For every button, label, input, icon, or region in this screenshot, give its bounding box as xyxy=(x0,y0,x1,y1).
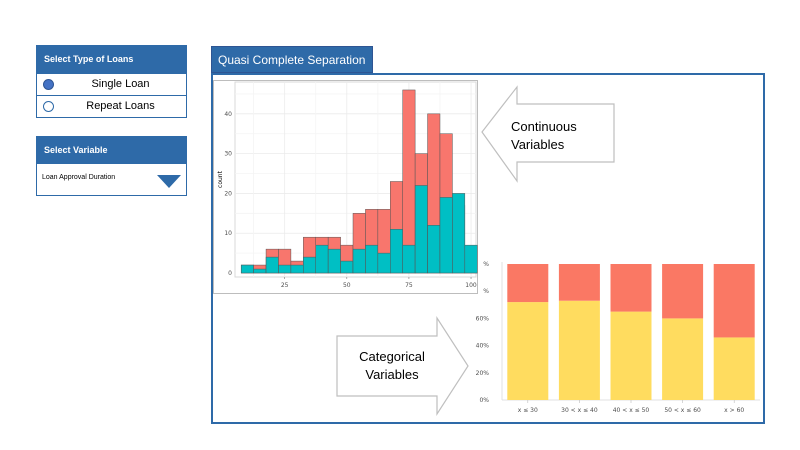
histogram-bar-teal xyxy=(278,264,292,274)
histogram-bar-teal xyxy=(377,252,391,274)
variable-panel: Select Variable Loan Approval Duration xyxy=(36,136,187,196)
categorical-callout-text: Categorical Variables xyxy=(357,348,427,384)
histogram-bar-teal xyxy=(439,197,453,274)
continuous-callout-line1: Continuous xyxy=(511,119,577,134)
tab-quasi-complete-separation[interactable]: Quasi Complete Separation xyxy=(211,46,373,73)
continuous-callout-text: Continuous Variables xyxy=(511,118,577,154)
radio-repeat-loans[interactable]: Repeat Loans xyxy=(37,95,186,117)
histogram-bar-teal xyxy=(402,244,416,274)
continuous-callout-line2: Variables xyxy=(511,137,565,152)
y-tick-label: % xyxy=(483,261,489,268)
histogram-bar-teal xyxy=(340,260,354,274)
x-tick-label: 50 < x ≤ 60 xyxy=(664,407,701,414)
triangle-down-icon[interactable] xyxy=(157,175,181,188)
y-tick-label: 0% xyxy=(479,397,489,404)
categorical-callout-line2: Variables xyxy=(365,367,419,382)
percent-bar-yellow xyxy=(507,302,549,400)
y-tick-label: 0 xyxy=(228,270,232,277)
variable-title: Select Variable xyxy=(37,137,186,164)
percent-bar-coral xyxy=(662,264,704,319)
x-tick-label: 50 xyxy=(343,282,351,289)
y-tick-label: 20 xyxy=(224,190,232,197)
y-tick-label: 30 xyxy=(224,151,232,158)
percent-bar-yellow xyxy=(713,337,755,400)
variable-dropdown-value: Loan Approval Duration xyxy=(42,174,116,181)
percent-bar-yellow xyxy=(662,318,704,400)
y-tick-label: 20% xyxy=(476,370,490,377)
radio-repeat-loans-label: Repeat Loans xyxy=(86,100,155,112)
y-tick-label: % xyxy=(483,288,489,295)
percent-bar-yellow xyxy=(610,311,652,400)
histogram-bar-teal xyxy=(303,256,316,274)
loan-type-panel: Select Type of Loans Single Loan Repeat … xyxy=(36,45,187,118)
radio-single-loan-label: Single Loan xyxy=(91,78,150,90)
histogram-bar-teal xyxy=(290,264,304,274)
y-axis-label: count xyxy=(217,170,224,188)
histogram-bar-teal xyxy=(265,256,279,274)
histogram-bar-teal xyxy=(390,228,403,274)
radio-single-loan[interactable]: Single Loan xyxy=(37,73,186,95)
loan-type-title: Select Type of Loans xyxy=(37,46,186,73)
x-tick-label: 40 < x ≤ 50 xyxy=(613,407,650,414)
categorical-arrow-callout xyxy=(336,316,469,416)
percent-bar-coral xyxy=(507,264,549,303)
y-tick-label: 40% xyxy=(476,343,490,350)
histogram-bar-teal xyxy=(464,244,478,274)
histogram-bar-teal xyxy=(327,248,341,274)
histogram-bar-teal xyxy=(352,248,366,274)
histogram-bar-teal xyxy=(452,193,466,274)
percent-bar-chart: 0% 20% 40% 60%%% x ≤ 30 30 < x ≤ 40 40 < x ≤ 5… xyxy=(476,261,760,414)
histogram-bar-teal xyxy=(365,244,379,274)
x-tick-label: x > 60 xyxy=(724,407,744,414)
x-tick-label: 75 xyxy=(405,282,413,289)
y-tick-label: 10 xyxy=(224,230,232,237)
percent-bar-yellow xyxy=(558,300,600,400)
histogram-bar-teal xyxy=(414,185,428,274)
histogram-chart: 25 50 75 100 0 10 20 30 40 count xyxy=(213,80,478,294)
percent-bar-coral xyxy=(558,264,600,301)
categorical-callout-line1: Categorical xyxy=(359,349,425,364)
radio-unselected-icon[interactable] xyxy=(43,101,54,112)
continuous-arrow-callout xyxy=(481,85,615,183)
x-tick-label: x ≤ 30 xyxy=(518,407,538,414)
variable-dropdown[interactable]: Loan Approval Duration xyxy=(37,164,186,195)
percent-bar-coral xyxy=(713,264,755,338)
histogram-bar-teal xyxy=(253,268,267,274)
histogram-bar-teal xyxy=(240,264,254,274)
percent-bar-coral xyxy=(610,264,652,312)
histogram-bar-teal xyxy=(427,225,441,274)
x-tick-label: 100 xyxy=(465,282,477,289)
x-tick-label: 25 xyxy=(281,282,289,289)
histogram-bar-teal xyxy=(315,244,329,274)
x-tick-label: 30 < x ≤ 40 xyxy=(561,407,598,414)
y-tick-label: 60% xyxy=(476,315,490,322)
y-tick-label: 40 xyxy=(224,111,232,118)
radio-selected-icon[interactable] xyxy=(43,79,54,90)
